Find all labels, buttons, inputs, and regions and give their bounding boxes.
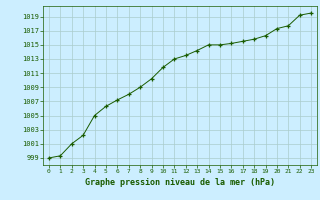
X-axis label: Graphe pression niveau de la mer (hPa): Graphe pression niveau de la mer (hPa) [85,178,275,187]
